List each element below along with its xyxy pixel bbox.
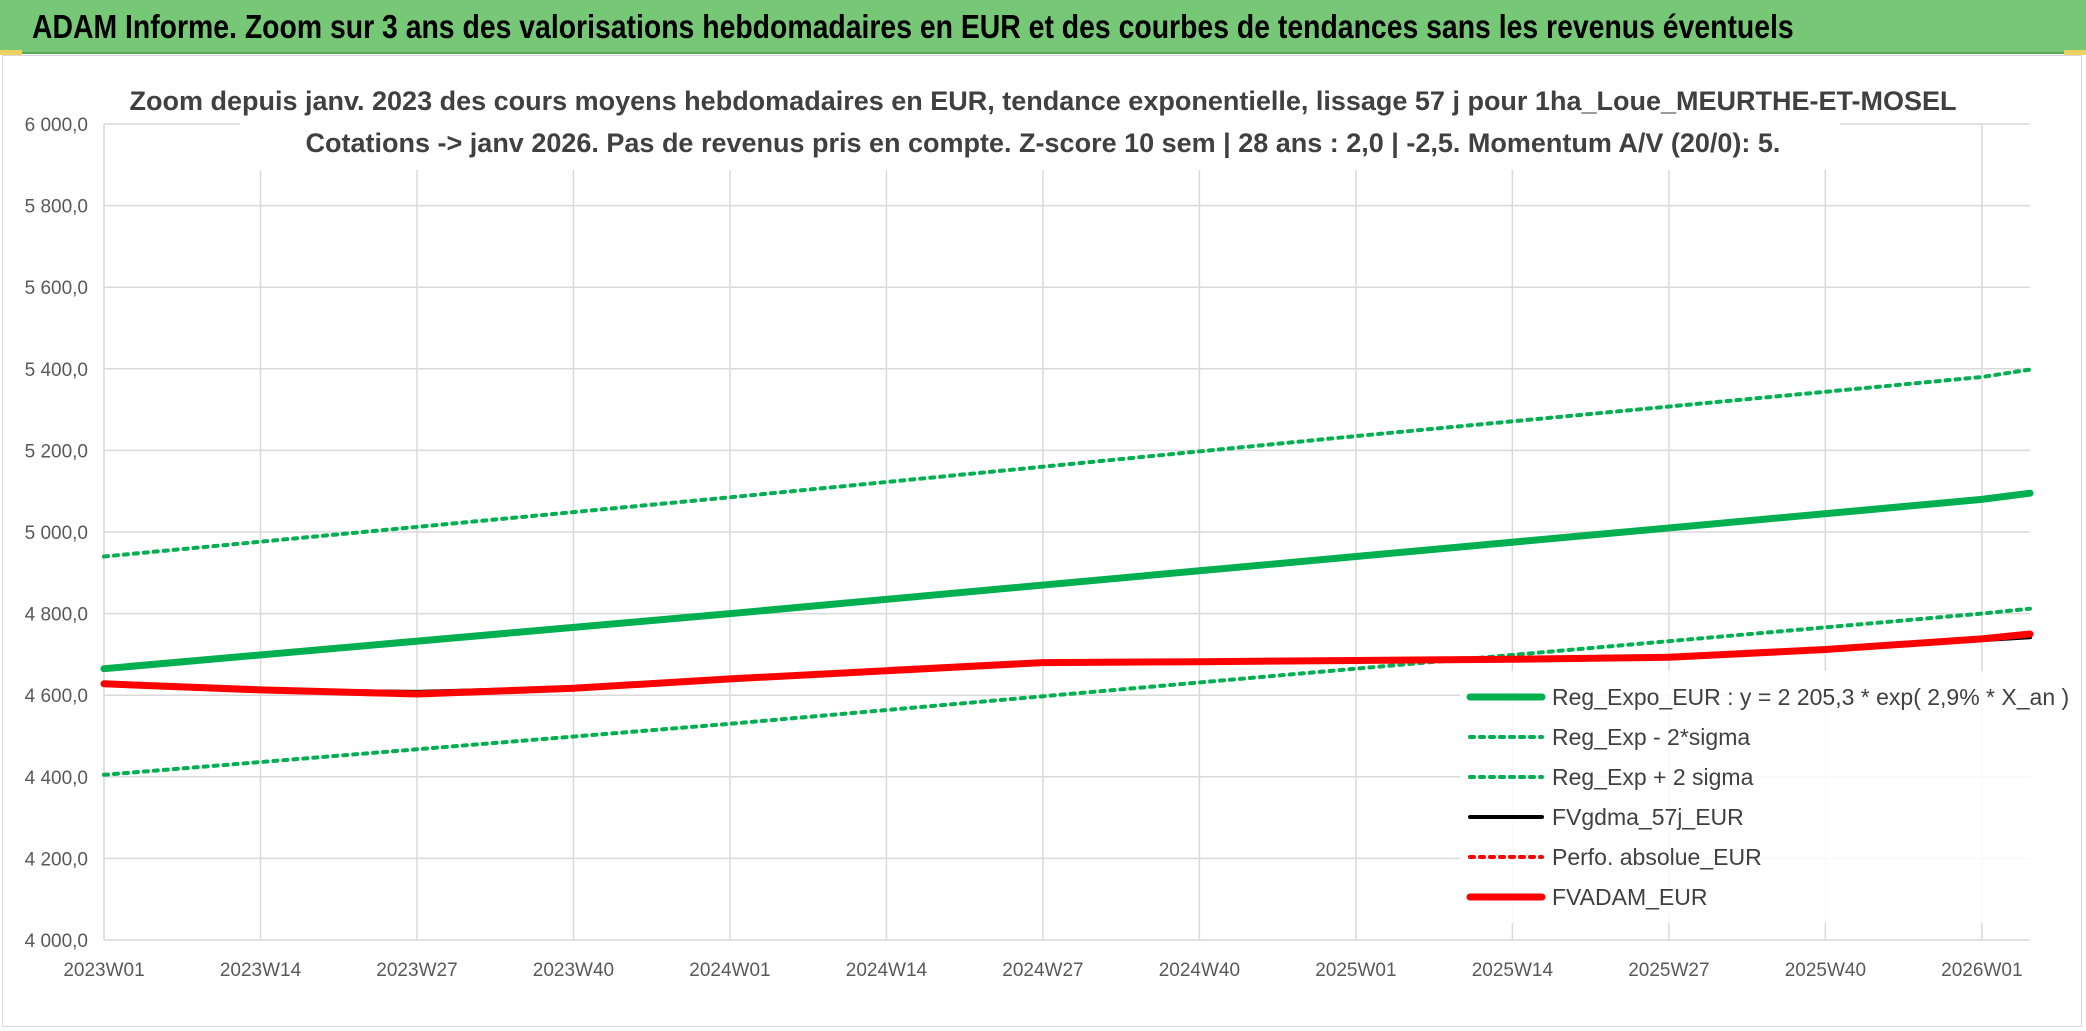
- x-tick-label: 2024W01: [689, 960, 770, 981]
- x-tick-label: 2023W27: [376, 960, 457, 981]
- legend-label: FVADAM_EUR: [1552, 884, 1708, 910]
- chart-title-line: Zoom depuis janv. 2023 des cours moyens …: [130, 86, 1957, 116]
- chart-title-bg: [240, 78, 1840, 170]
- x-tick-label: 2026W01: [1941, 960, 2022, 981]
- y-tick-label: 6 000,0: [25, 115, 88, 136]
- y-tick-label: 4 200,0: [25, 849, 88, 870]
- y-tick-label: 5 800,0: [25, 197, 88, 218]
- x-tick-label: 2025W27: [1628, 960, 1709, 981]
- y-tick-label: 4 000,0: [25, 931, 88, 952]
- y-tick-label: 4 400,0: [25, 768, 88, 789]
- report-banner: ADAM Informe. Zoom sur 3 ans des valoris…: [0, 0, 2086, 54]
- legend-label: Reg_Exp + 2 sigma: [1552, 764, 1754, 790]
- series-line: [100, 630, 2034, 698]
- x-tick-label: 2023W14: [220, 960, 302, 981]
- series-line: [102, 367, 2032, 559]
- x-tick-label: 2024W40: [1159, 960, 1240, 981]
- y-tick-label: 5 600,0: [25, 278, 88, 299]
- y-tick-label: 4 600,0: [25, 686, 88, 707]
- legend-label: Reg_Expo_EUR : y = 2 205,3 * exp( 2,9% *…: [1552, 684, 2069, 710]
- series-line: [102, 606, 2032, 777]
- legend-bg: [1460, 671, 2030, 923]
- banner-accent: [2064, 50, 2086, 55]
- x-tick-label: 2024W27: [1002, 960, 1083, 981]
- series-line: [100, 489, 2034, 673]
- y-tick-label: 5 200,0: [25, 441, 88, 462]
- x-tick-label: 2024W14: [846, 960, 928, 981]
- x-tick-label: 2023W01: [63, 960, 144, 981]
- x-tick-label: 2025W14: [1472, 960, 1554, 981]
- chart-frame: [2, 55, 2082, 1027]
- x-tick-label: 2023W40: [533, 960, 614, 981]
- x-tick-label: 2025W01: [1315, 960, 1396, 981]
- legend-label: Perfo. absolue_EUR: [1552, 844, 1762, 870]
- report-title: ADAM Informe. Zoom sur 3 ans des valoris…: [32, 8, 1794, 45]
- banner-accent: [0, 50, 22, 55]
- legend-label: FVgdma_57j_EUR: [1552, 804, 1744, 830]
- legend-label: Reg_Exp - 2*sigma: [1552, 724, 1750, 750]
- y-tick-label: 5 000,0: [25, 523, 88, 544]
- chart-title-line: Cotations -> janv 2026. Pas de revenus p…: [306, 128, 1781, 158]
- y-tick-label: 5 400,0: [25, 360, 88, 381]
- y-tick-label: 4 800,0: [25, 605, 88, 626]
- x-tick-label: 2025W40: [1785, 960, 1866, 981]
